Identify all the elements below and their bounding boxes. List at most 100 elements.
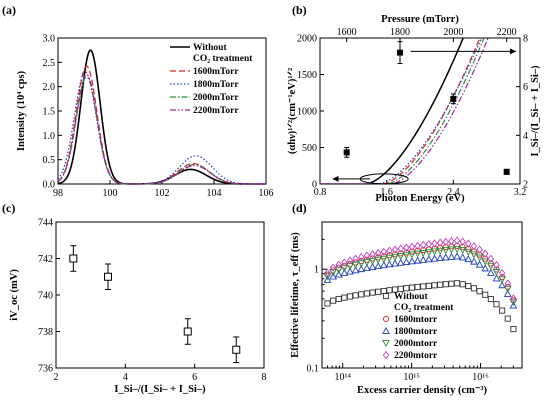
- panel-b-right-arrow-head: [510, 48, 516, 55]
- panel-d-point-s0: [499, 307, 506, 314]
- panel-d-point-s2: [368, 262, 377, 271]
- panel-d-point-s2: [509, 301, 518, 309]
- panel-d-point-s3: [509, 298, 518, 306]
- panel-d-point-s2: [379, 261, 388, 269]
- panel-a-ytick-label: 1.0: [43, 131, 56, 142]
- panel-d-legend-label-4: 2200mtorr: [394, 351, 438, 361]
- panel-d-point-s3: [475, 254, 484, 262]
- panel-d-point-s3: [396, 253, 405, 261]
- panel-d-point-s0: [375, 288, 382, 295]
- panel-d-point-s0: [476, 288, 483, 295]
- panel-label-a: (a): [2, 3, 16, 17]
- panel-d-point-s4: [352, 254, 359, 263]
- panel-a-series-4: [57, 73, 266, 185]
- panel-b-top-xtick-label: 2000: [443, 27, 463, 38]
- panel-d-frame: [321, 221, 523, 369]
- panel-d-point-s3: [391, 253, 399, 262]
- panel-d-point-s2: [458, 253, 467, 261]
- panel-b-tauc-curve-0: [320, 38, 464, 184]
- panel-d-point-s3: [441, 247, 450, 255]
- panel-a-series-2: [57, 71, 266, 185]
- panel-b-left-arrow-head: [332, 175, 339, 182]
- panel-d-point-s2: [340, 268, 349, 276]
- panel-b-xtick-label: 1.6: [380, 187, 393, 198]
- panel-d-point-s2: [402, 257, 411, 265]
- panel-d-point-s4: [431, 239, 438, 248]
- panel-d-point-s3: [453, 245, 461, 254]
- panel-d-point-s0: [363, 290, 370, 297]
- panel-d-point-s0: [380, 287, 387, 295]
- panel-d-point-s4: [510, 294, 517, 303]
- panel-d-legend-label-0: Without: [394, 292, 428, 302]
- panel-d-point-s4: [504, 279, 511, 288]
- panel-a-pl-spectra: 98 100 102 104 106 0.0 0.5 1.0 1.5 2.0 2.5 3.0 With…: [16, 34, 274, 200]
- panel-d-point-s2: [498, 281, 506, 289]
- panel-d-point-s0: [330, 297, 337, 304]
- panel-d-point-s4: [414, 241, 421, 251]
- panel-d-point-s0: [431, 282, 438, 289]
- panel-d-point-s4: [363, 251, 371, 260]
- panel-b-xtick-label: 3.2: [514, 187, 527, 198]
- panel-b-xtick-label: 2.4: [447, 187, 460, 198]
- panel-a-ylabel: Intensity (10⁴ cps): [16, 70, 27, 151]
- panel-d-point-s4: [470, 242, 478, 251]
- panel-c-xtick-label: 8: [262, 372, 267, 383]
- panel-c-ylabel: iV_oc (mV): [9, 269, 20, 321]
- panel-d-point-s0: [352, 292, 359, 299]
- panel-label-d: (d): [292, 201, 307, 215]
- panel-d-point-s0: [341, 294, 348, 301]
- panel-a-xtick-label: 106: [259, 188, 274, 199]
- panel-b-right-ylabel: I_Si–/(I_Si– + I_Si–): [530, 65, 541, 157]
- panel-d-point-s2: [486, 268, 495, 276]
- panel-a-legend-label-0: Without: [193, 43, 227, 53]
- panel-d-point-s3: [374, 256, 383, 264]
- panel-c-point-0: [69, 254, 78, 263]
- panel-a-xtick-label: 104: [207, 188, 222, 199]
- panel-d-point-s2: [391, 259, 399, 267]
- panel-d-point-s4: [358, 253, 365, 262]
- panel-d-point-s2: [441, 253, 450, 261]
- panel-label-c: (c): [2, 201, 15, 215]
- panel-d-point-s2: [334, 270, 343, 278]
- panel-d-point-s2: [470, 257, 478, 265]
- panel-d-point-s2: [357, 264, 366, 273]
- panel-b-ytick-label: 0: [312, 180, 317, 191]
- panel-d-point-s3: [486, 263, 495, 271]
- panel-label-b: (b): [292, 3, 307, 17]
- panel-d-point-s4: [408, 242, 416, 251]
- panel-d-point-s0: [414, 283, 421, 291]
- panel-b-tauc-curve-3: [320, 38, 485, 184]
- panel-d-point-s4: [487, 254, 495, 263]
- panel-b-tauc: 0.8 1.6 2.4 3.2 0 500 1000 1500 2000 2 4 6 8 1600 1800…: [286, 14, 541, 204]
- panel-d-ylabel: Effective lifetime, τ_eff (ms): [290, 232, 301, 358]
- panel-b-ratio-point-3: [503, 168, 510, 175]
- panel-b-tauc-curve-2: [320, 38, 483, 184]
- panel-d-point-s4: [436, 238, 444, 247]
- panel-c-ytick-label: 744: [38, 218, 53, 229]
- panel-d-point-s0: [420, 283, 427, 290]
- panel-d-point-s3: [458, 247, 467, 255]
- panel-d-point-s2: [346, 267, 354, 275]
- panel-d-point-s4: [465, 239, 472, 248]
- panel-d-xtick-label: 10¹⁴: [334, 372, 351, 383]
- panel-d-point-s4: [380, 247, 387, 257]
- panel-d-point-s2: [464, 255, 473, 263]
- panel-c-xtick-label: 6: [192, 372, 197, 383]
- panel-d-point-s2: [351, 266, 360, 274]
- panel-d-point-s3: [481, 258, 490, 266]
- panel-d-point-s0: [487, 295, 494, 303]
- panel-d-point-s4: [369, 250, 376, 259]
- panel-b-xtick-label: 0.8: [314, 187, 327, 198]
- panel-d-xtick-label: 10¹⁶: [472, 372, 489, 383]
- panel-d-point-s4: [324, 268, 331, 277]
- panel-d-point-s2: [503, 289, 512, 297]
- panel-d-point-s3: [413, 250, 422, 258]
- panel-d-point-s0: [459, 281, 466, 288]
- panel-d-point-s2: [363, 263, 371, 272]
- panel-b-ratio-point-1: [397, 49, 403, 56]
- panel-d-point-s0: [448, 280, 455, 287]
- panel-d-point-s0: [442, 281, 449, 288]
- panel-d-point-s0: [358, 291, 365, 298]
- panel-d-point-s4: [425, 240, 433, 249]
